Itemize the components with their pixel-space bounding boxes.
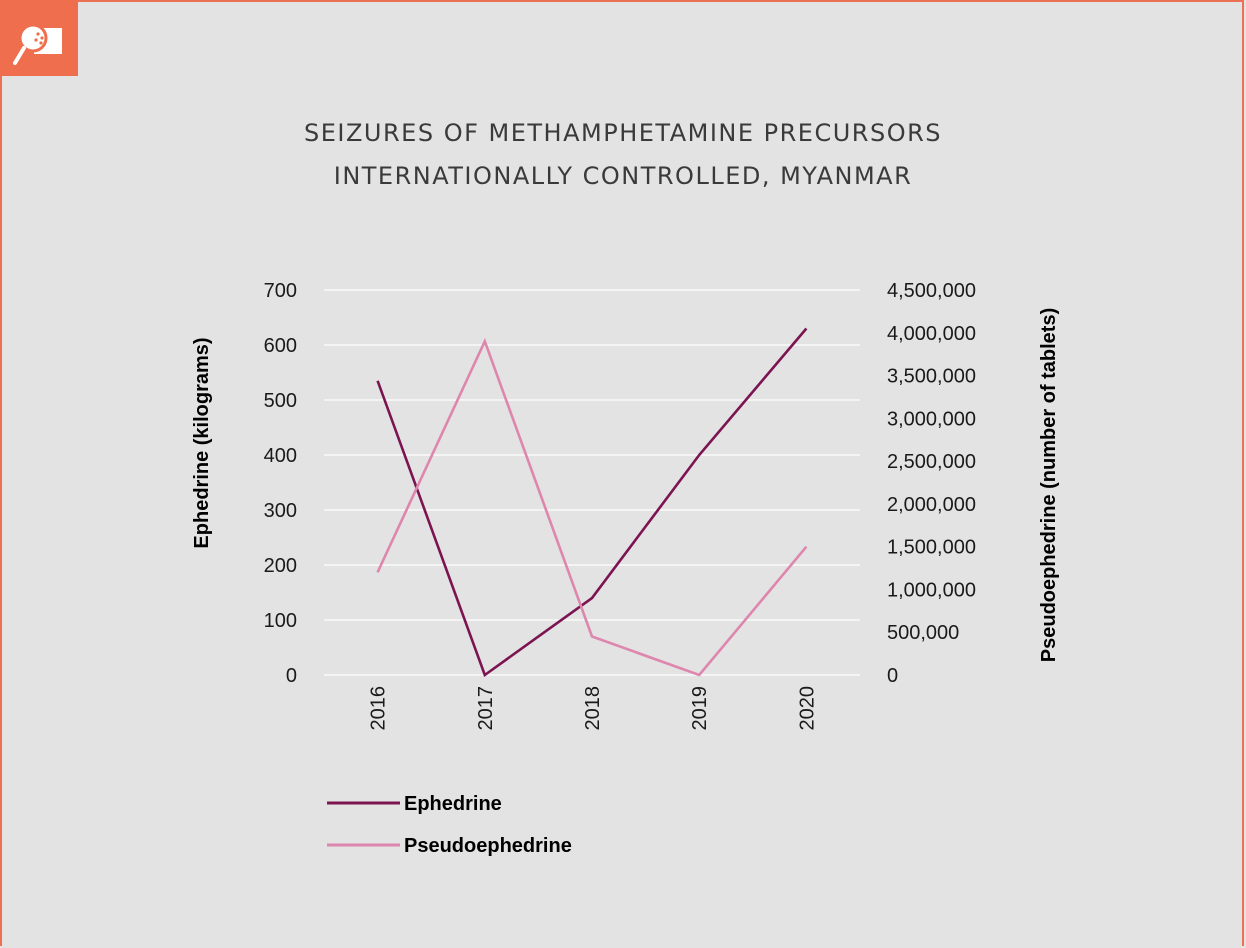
left-tick-label: 700 [264, 280, 297, 302]
legend-item-pseudoephedrine: Pseudoephedrine [327, 835, 572, 857]
chart-title-line-2: INTERNATIONALLY CONTROLLED, MYANMAR [333, 162, 913, 190]
x-axis-ticks: 2016 2017 2018 2019 2020 [368, 686, 819, 731]
right-axis-ticks: 0 500,000 1,000,000 1,500,000 2,000,000 2,500… [887, 280, 976, 687]
right-tick-label: 500,000 [887, 622, 959, 644]
magnifier-leaf-icon [13, 23, 62, 65]
right-tick-label: 3,000,000 [887, 408, 976, 430]
left-tick-label: 300 [264, 500, 297, 522]
figure-badge [0, 0, 78, 76]
legend: Ephedrine Pseudoephedrine [327, 793, 572, 857]
x-tick-label: 2019 [689, 686, 711, 731]
chart-title: SEIZURES OF METHAMPHETAMINE PRECURSORS I… [0, 112, 1246, 198]
chart-title-line-1: SEIZURES OF METHAMPHETAMINE PRECURSORS [304, 119, 942, 147]
left-tick-label: 500 [264, 390, 297, 412]
series-line-ephedrine [376, 327, 808, 678]
x-tick-label: 2020 [796, 686, 818, 731]
right-tick-label: 4,000,000 [887, 323, 976, 345]
left-tick-label: 600 [264, 335, 297, 357]
x-tick-label: 2018 [582, 686, 604, 731]
right-tick-label: 2,000,000 [887, 494, 976, 516]
left-tick-label: 200 [264, 555, 297, 577]
left-tick-label: 100 [264, 610, 297, 632]
right-tick-label: 3,500,000 [887, 366, 976, 388]
right-tick-label: 4,500,000 [887, 280, 976, 302]
x-tick-label: 2016 [368, 686, 390, 731]
right-tick-label: 2,500,000 [887, 451, 976, 473]
legend-item-ephedrine: Ephedrine [327, 793, 502, 815]
right-tick-label: 0 [887, 665, 898, 687]
left-axis-label: Ephedrine (kilograms) [191, 337, 213, 548]
left-axis-ticks: 0 100 200 300 400 500 600 700 [264, 280, 297, 687]
gridlines [324, 289, 860, 676]
left-tick-label: 0 [286, 665, 297, 687]
legend-label-pseudoephedrine: Pseudoephedrine [404, 835, 572, 857]
series-line-pseudoephedrine [376, 337, 808, 677]
left-tick-label: 400 [264, 445, 297, 467]
right-tick-label: 1,500,000 [887, 537, 976, 559]
legend-label-ephedrine: Ephedrine [404, 793, 502, 815]
x-tick-label: 2017 [475, 686, 497, 731]
right-tick-label: 1,000,000 [887, 579, 976, 601]
right-axis-label: Pseudoephedrine (number of tablets) [1038, 308, 1060, 662]
series-lines [376, 327, 808, 678]
